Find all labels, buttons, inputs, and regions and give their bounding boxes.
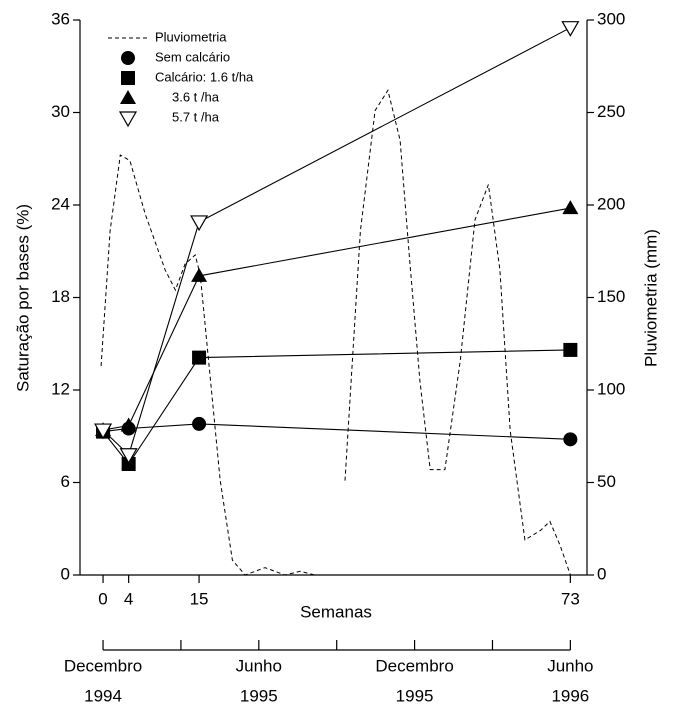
legend-label: 5.7 t /ha bbox=[172, 109, 220, 124]
y2-tick-label: 50 bbox=[597, 472, 616, 491]
y2-tick-label: 100 bbox=[597, 379, 625, 398]
legend-label: Sem calcário bbox=[155, 49, 230, 64]
y-tick-label: 18 bbox=[51, 287, 70, 306]
y2-axis-label: Pluviometria (mm) bbox=[641, 229, 660, 367]
marker bbox=[190, 215, 209, 232]
y-tick-label: 6 bbox=[61, 472, 70, 491]
series-line bbox=[102, 27, 571, 456]
legend-marker bbox=[120, 90, 136, 104]
marker bbox=[192, 416, 207, 431]
legend-marker bbox=[118, 111, 138, 128]
date-month-label: Decembro bbox=[64, 656, 142, 675]
y-tick-label: 12 bbox=[51, 379, 70, 398]
marker bbox=[561, 21, 580, 37]
y-tick-label: 24 bbox=[51, 194, 70, 213]
marker bbox=[563, 342, 578, 357]
y-axis-label: Saturação por bases (%) bbox=[13, 204, 32, 392]
marker bbox=[563, 432, 578, 447]
date-month-label: Junho bbox=[547, 656, 593, 675]
marker bbox=[119, 448, 138, 464]
y2-tick-label: 300 bbox=[597, 9, 625, 28]
date-year-label: 1994 bbox=[84, 686, 122, 705]
date-month-label: Decembro bbox=[375, 656, 453, 675]
date-month-label: Junho bbox=[236, 656, 282, 675]
x-tick-label: 73 bbox=[561, 589, 580, 608]
x-tick-label: 0 bbox=[98, 589, 107, 608]
marker bbox=[191, 267, 208, 282]
y2-tick-label: 150 bbox=[597, 287, 625, 306]
y2-tick-label: 0 bbox=[597, 564, 606, 583]
legend-label: Pluviometria bbox=[155, 29, 227, 44]
marker bbox=[121, 457, 136, 471]
x-tick-label: 15 bbox=[190, 589, 209, 608]
x-tick-label: 4 bbox=[124, 589, 133, 608]
marker bbox=[192, 350, 207, 365]
legend-label: Calcário: 1.6 t/ha bbox=[155, 69, 254, 84]
legend-label: 3.6 t /ha bbox=[172, 89, 220, 104]
date-year-label: 1996 bbox=[551, 686, 589, 705]
y2-tick-label: 200 bbox=[597, 194, 625, 213]
y-tick-label: 30 bbox=[51, 102, 70, 121]
date-year-label: 1995 bbox=[240, 686, 278, 705]
marker bbox=[562, 200, 579, 215]
y-tick-label: 0 bbox=[61, 564, 70, 583]
series-line bbox=[102, 423, 571, 440]
y-tick-label: 36 bbox=[51, 9, 70, 28]
rainfall-line bbox=[100, 89, 571, 576]
legend-marker bbox=[121, 51, 135, 65]
marker bbox=[94, 423, 113, 440]
series-line bbox=[102, 207, 571, 431]
series-line bbox=[102, 349, 571, 465]
legend-marker bbox=[121, 71, 135, 85]
marker bbox=[120, 417, 137, 432]
y2-tick-label: 250 bbox=[597, 102, 625, 121]
x-axis-label: Semanas bbox=[300, 602, 372, 621]
date-year-label: 1995 bbox=[396, 686, 434, 705]
